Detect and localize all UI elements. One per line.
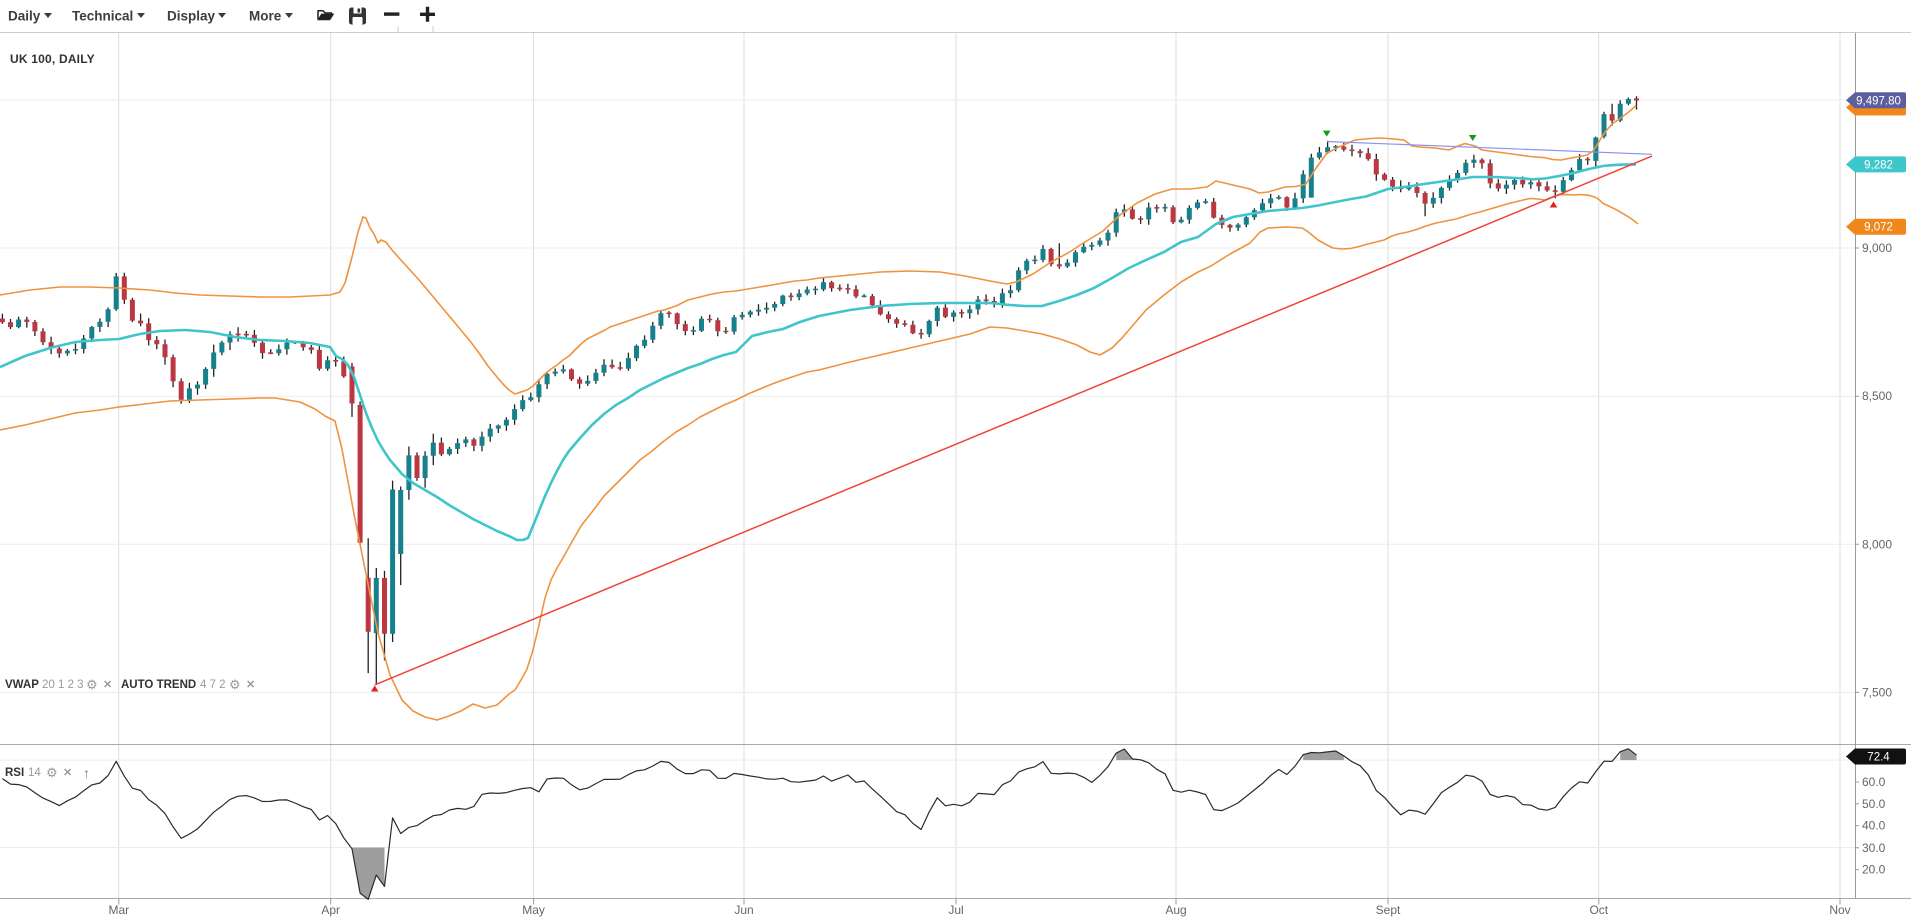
svg-text:AUTO TREND: AUTO TREND <box>121 679 196 691</box>
svg-text:72.4: 72.4 <box>1867 752 1890 764</box>
svg-text:Daily: Daily <box>8 9 41 24</box>
svg-text:Aug: Aug <box>1165 903 1186 917</box>
svg-text:RSI: RSI <box>5 767 24 779</box>
svg-text:✕: ✕ <box>246 679 255 691</box>
svg-text:Display: Display <box>167 9 216 24</box>
svg-text:30.0: 30.0 <box>1862 841 1886 855</box>
svg-text:7,500: 7,500 <box>1862 685 1892 699</box>
svg-text:Jun: Jun <box>734 903 753 917</box>
svg-text:✕: ✕ <box>63 767 72 779</box>
svg-text:40.0: 40.0 <box>1862 819 1886 833</box>
svg-text:9,497.80: 9,497.80 <box>1856 95 1901 107</box>
svg-text:UK 100, DAILY: UK 100, DAILY <box>10 52 95 66</box>
svg-text:Mar: Mar <box>108 903 129 917</box>
svg-text:VWAP: VWAP <box>5 679 39 691</box>
svg-text:✕: ✕ <box>103 679 112 691</box>
svg-text:Sept: Sept <box>1376 903 1401 917</box>
svg-text:May: May <box>522 903 545 917</box>
svg-text:⚙: ⚙ <box>46 765 58 780</box>
svg-text:20 1 2 3: 20 1 2 3 <box>42 679 84 691</box>
svg-text:4 7 2: 4 7 2 <box>200 679 226 691</box>
svg-text:50.0: 50.0 <box>1862 797 1886 811</box>
svg-text:9,072: 9,072 <box>1864 222 1893 234</box>
svg-text:⚙: ⚙ <box>229 677 241 692</box>
svg-text:9,000: 9,000 <box>1862 241 1892 255</box>
svg-text:↑: ↑ <box>83 765 90 781</box>
svg-text:Apr: Apr <box>321 903 340 917</box>
svg-text:9,282: 9,282 <box>1864 159 1893 171</box>
svg-text:Oct: Oct <box>1589 903 1608 917</box>
svg-text:8,000: 8,000 <box>1862 537 1892 551</box>
svg-text:Technical: Technical <box>72 9 133 24</box>
svg-text:More: More <box>249 9 282 24</box>
svg-text:⚙: ⚙ <box>86 677 98 692</box>
svg-text:8,500: 8,500 <box>1862 389 1892 403</box>
svg-text:Jul: Jul <box>948 903 963 917</box>
svg-text:60.0: 60.0 <box>1862 775 1886 789</box>
svg-text:14: 14 <box>28 767 41 779</box>
svg-text:20.0: 20.0 <box>1862 863 1886 877</box>
svg-text:Nov: Nov <box>1829 903 1850 917</box>
